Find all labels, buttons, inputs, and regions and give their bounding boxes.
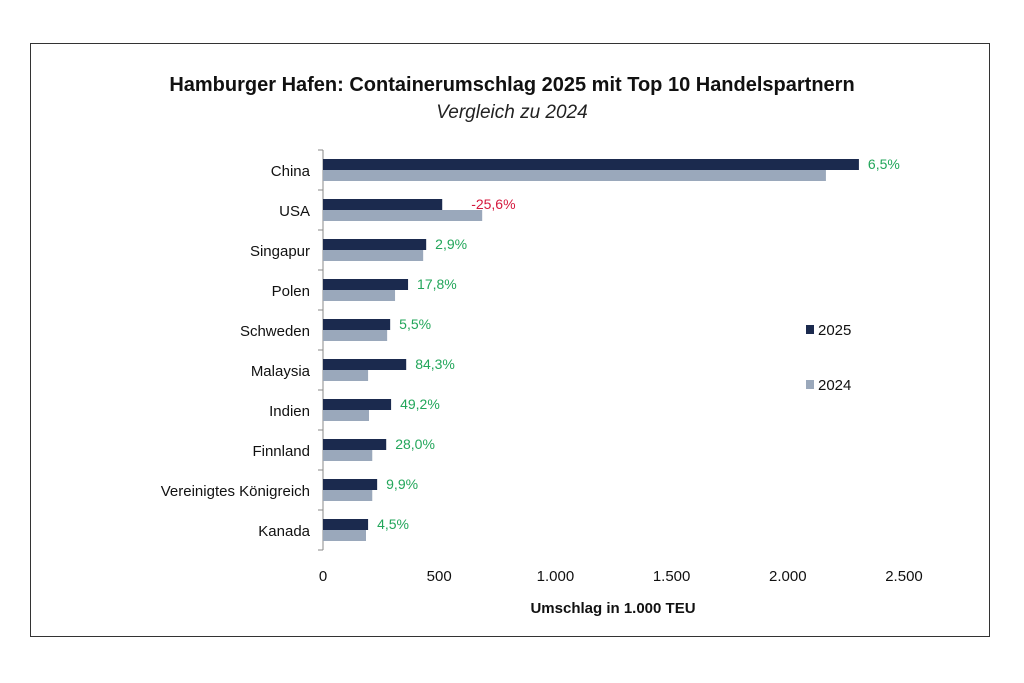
x-tick-label: 2.000 (769, 568, 807, 585)
bar-2024 (323, 410, 370, 421)
change-label: 4,5% (377, 516, 409, 532)
category-label: Vereinigtes Königreich (161, 483, 310, 500)
change-label: 49,2% (400, 396, 440, 412)
x-tick-label: 0 (319, 568, 327, 585)
category-label: Indien (269, 403, 310, 420)
category-label: Finnland (252, 443, 310, 460)
change-label: 6,5% (868, 156, 900, 172)
bar-2025 (323, 399, 392, 410)
bar-2024 (323, 170, 826, 181)
category-label: USA (279, 203, 310, 220)
change-label: -25,6% (471, 196, 515, 212)
bar-2025 (323, 359, 407, 370)
category-label: China (271, 163, 311, 180)
bar-2024 (323, 490, 373, 501)
legend-label: 2025 (818, 322, 851, 339)
category-label: Singapur (250, 243, 310, 260)
change-label: 28,0% (395, 436, 435, 452)
category-label: Schweden (240, 323, 310, 340)
bar-2024 (323, 210, 483, 221)
x-tick-label: 1.500 (653, 568, 691, 585)
x-tick-label: 2.500 (885, 568, 923, 585)
change-label: 84,3% (415, 356, 455, 372)
bar-2025 (323, 319, 391, 330)
bar-2025 (323, 279, 409, 290)
bar-2025 (323, 439, 387, 450)
bar-2025 (323, 519, 369, 530)
bar-2024 (323, 450, 373, 461)
chart-title: Hamburger Hafen: Containerumschlag 2025 … (169, 74, 855, 96)
change-label: 17,8% (417, 276, 457, 292)
legend-swatch-2025 (806, 325, 814, 334)
x-axis-label: Umschlag in 1.000 TEU (530, 600, 695, 617)
change-label: 2,9% (435, 236, 467, 252)
legend-label: 2024 (818, 377, 851, 394)
legend-swatch-2024 (806, 380, 814, 389)
change-label: 5,5% (399, 316, 431, 332)
category-label: Malaysia (251, 363, 311, 380)
bar-2025 (323, 199, 443, 210)
bar-2025 (323, 239, 427, 250)
bar-2025 (323, 159, 859, 170)
chart-frame (30, 43, 990, 637)
category-label: Polen (272, 283, 310, 300)
bar-2024 (323, 290, 396, 301)
category-label: Kanada (258, 523, 310, 540)
bar-2024 (323, 370, 369, 381)
bar-2025 (323, 479, 378, 490)
chart-subtitle: Vergleich zu 2024 (436, 102, 588, 123)
x-tick-label: 1.000 (537, 568, 575, 585)
bar-2024 (323, 250, 424, 261)
bar-2024 (323, 330, 388, 341)
x-tick-label: 500 (427, 568, 452, 585)
bar-2024 (323, 530, 366, 541)
change-label: 9,9% (386, 476, 418, 492)
